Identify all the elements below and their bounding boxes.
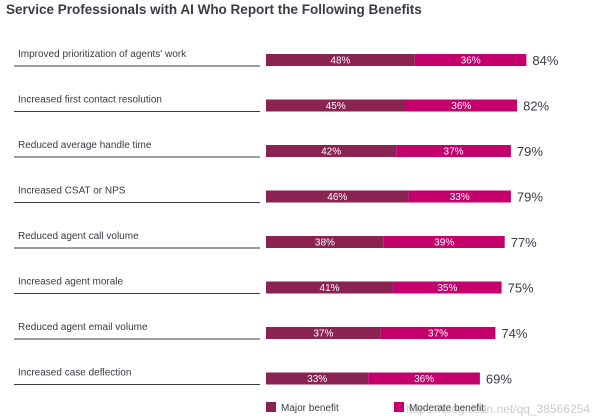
- bar-segment-moderate: [383, 236, 505, 248]
- bar-segment-moderate: [408, 190, 511, 203]
- category-label: Increased case deflection: [18, 368, 131, 379]
- bar-segment-major: [266, 190, 409, 203]
- bar-value-label: 37%: [313, 329, 333, 340]
- bar-value-label: 46%: [327, 192, 347, 203]
- bar-segment-moderate: [405, 99, 518, 112]
- chart-title: Service Professionals with AI Who Report…: [6, 2, 422, 17]
- bar-segment-major: [266, 99, 406, 112]
- bar-value-label: 42%: [321, 147, 341, 158]
- bar-value-label: 39%: [434, 238, 454, 249]
- bar-value-label: 37%: [428, 329, 448, 340]
- category-label: Reduced agent email volume: [18, 322, 148, 333]
- bar-segment-major: [266, 327, 381, 339]
- bar-segment-major: [266, 145, 397, 157]
- bar-value-label: 41%: [320, 283, 340, 294]
- bar-value-label: 33%: [450, 192, 470, 203]
- bar-value-label: 33%: [307, 374, 327, 385]
- category-label: Increased CSAT or NPS: [18, 186, 126, 197]
- category-label: Improved prioritization of agents' work: [18, 49, 187, 60]
- total-value-label: 84%: [532, 53, 558, 68]
- legend-swatch-major: [266, 402, 276, 412]
- category-label: Increased agent morale: [18, 277, 124, 288]
- bar-segment-moderate: [368, 372, 480, 385]
- bar-segment-moderate: [380, 327, 496, 339]
- category-label: Increased first contact resolution: [18, 95, 162, 106]
- total-value-label: 75%: [508, 281, 534, 296]
- watermark-text: https://blog.csdn.net/qq_38566254: [405, 402, 590, 416]
- bar-segment-major: [266, 236, 384, 248]
- total-value-label: 82%: [523, 99, 549, 114]
- total-value-label: 77%: [511, 235, 537, 250]
- category-label: Reduced agent call volume: [18, 231, 139, 242]
- bar-segment-major: [266, 54, 415, 66]
- bar-value-label: 45%: [326, 101, 346, 112]
- total-value-label: 79%: [517, 144, 543, 159]
- bar-value-label: 36%: [461, 56, 481, 67]
- bar-segment-moderate: [396, 145, 511, 157]
- total-value-label: 74%: [501, 326, 527, 341]
- bar-segment-moderate: [393, 281, 502, 294]
- bar-value-label: 37%: [444, 147, 464, 158]
- bar-segment-moderate: [414, 54, 527, 66]
- bar-value-label: 48%: [330, 56, 350, 67]
- bar-value-label: 35%: [437, 283, 457, 294]
- legend-swatch-moderate: [394, 402, 404, 412]
- bar-segment-major: [266, 372, 369, 385]
- category-label: Reduced average handle time: [18, 140, 152, 151]
- bar-value-label: 36%: [414, 374, 434, 385]
- bar-segment-major: [266, 281, 394, 294]
- total-value-label: 79%: [517, 190, 543, 205]
- bar-value-label: 36%: [451, 101, 471, 112]
- bar-value-label: 38%: [315, 238, 335, 249]
- total-value-label: 69%: [486, 372, 512, 387]
- legend-label: Moderate benefit: [409, 403, 484, 414]
- legend-label: Major benefit: [281, 403, 339, 414]
